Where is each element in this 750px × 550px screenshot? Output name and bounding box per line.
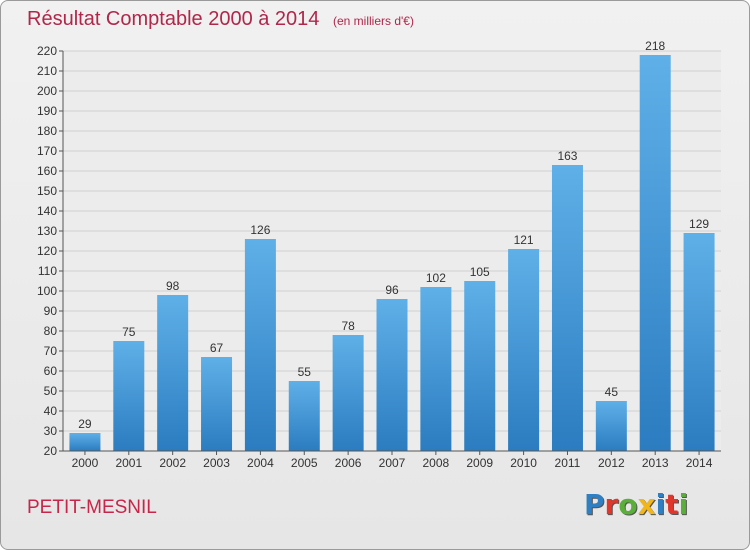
x-tick-label: 2011 <box>555 456 581 470</box>
bar-2012 <box>595 401 627 451</box>
y-tick-label: 80 <box>44 324 58 338</box>
x-tick-label: 2014 <box>686 456 713 470</box>
y-tick-label: 130 <box>37 224 57 238</box>
logo-letter: i <box>655 488 666 521</box>
logo-letter: o <box>618 488 638 521</box>
x-tick-label: 2000 <box>72 456 99 470</box>
data-label: 78 <box>341 319 355 333</box>
bar-2014 <box>683 233 715 451</box>
data-label: 55 <box>298 365 312 379</box>
x-tick-label: 2013 <box>642 456 669 470</box>
proxiti-logo[interactable]: Proxiti <box>584 488 688 521</box>
data-label: 102 <box>426 271 446 285</box>
y-tick-label: 220 <box>37 44 57 58</box>
x-tick-label: 2012 <box>598 456 625 470</box>
y-tick-label: 70 <box>44 344 58 358</box>
bar-2003 <box>201 357 233 451</box>
data-label: 218 <box>645 39 665 53</box>
bar-2013 <box>639 55 671 451</box>
data-label: 121 <box>514 233 534 247</box>
x-axis: 2000 2001 2002 2003 2004 2005 2006 2007 2008 2009… <box>63 450 721 470</box>
x-tick-label: 2009 <box>466 456 493 470</box>
data-label: 75 <box>122 325 136 339</box>
y-tick-label: 40 <box>44 404 58 418</box>
y-tick-label: 190 <box>37 104 57 118</box>
x-tick-label: 2007 <box>379 456 406 470</box>
y-tick-label: 20 <box>44 444 58 458</box>
y-tick-label: 200 <box>37 84 57 98</box>
subtitle-text: (en milliers d'€) <box>332 14 414 28</box>
logo-letter: P <box>584 488 605 521</box>
logo-letter: i <box>678 488 689 521</box>
commune-name: PETIT-MESNIL <box>27 497 157 518</box>
logo-letter: t <box>665 488 679 521</box>
x-tick-label: 2002 <box>159 456 186 470</box>
data-label: 98 <box>166 279 180 293</box>
x-tick-label: 2003 <box>203 456 230 470</box>
y-tick-label: 160 <box>37 164 57 178</box>
bar-2010 <box>508 249 540 451</box>
bar-2008 <box>420 287 452 451</box>
bar-2006 <box>332 335 364 451</box>
y-axis: 20 30 40 50 60 70 80 90 100 110 120 130 140 150 160 170… <box>37 44 64 458</box>
chart-title: Résultat Comptable 2000 à 2014 (en milli… <box>27 8 414 31</box>
bar-2001 <box>113 341 145 451</box>
x-tick-label: 2010 <box>510 456 537 470</box>
data-label: 96 <box>385 283 399 297</box>
bar-2005 <box>288 381 320 451</box>
y-tick-label: 60 <box>44 364 58 378</box>
data-label: 29 <box>78 417 92 431</box>
y-tick-label: 100 <box>37 284 57 298</box>
x-tick-label: 2001 <box>115 456 142 470</box>
bar-2002 <box>157 295 189 451</box>
data-label: 45 <box>605 385 619 399</box>
y-tick-label: 110 <box>38 264 57 278</box>
data-label: 129 <box>689 217 709 231</box>
bar-2000 <box>69 433 101 451</box>
y-tick-label: 170 <box>37 144 57 158</box>
logo-letter: r <box>604 488 619 521</box>
y-tick-label: 210 <box>37 64 57 78</box>
data-label: 67 <box>210 341 224 355</box>
y-tick-label: 30 <box>44 424 58 438</box>
y-tick-label: 140 <box>37 204 57 218</box>
y-tick-label: 180 <box>37 124 57 138</box>
x-tick-label: 2004 <box>247 456 274 470</box>
y-tick-label: 120 <box>37 244 57 258</box>
y-tick-label: 150 <box>37 184 57 198</box>
x-tick-label: 2008 <box>423 456 450 470</box>
bar-2007 <box>376 299 408 451</box>
bars: 29 75 98 67 126 55 78 96 102 105 121 163 45 218 129 <box>69 39 715 451</box>
data-label: 163 <box>557 149 577 163</box>
title-text: Résultat Comptable 2000 à 2014 <box>27 8 320 30</box>
bar-2009 <box>464 281 496 451</box>
data-label: 105 <box>470 265 490 279</box>
bar-2004 <box>244 239 276 451</box>
logo-letter: x <box>637 488 656 521</box>
y-tick-label: 50 <box>44 384 58 398</box>
bar-2011 <box>551 165 583 451</box>
y-tick-label: 90 <box>44 304 58 318</box>
data-label: 126 <box>250 223 270 237</box>
x-tick-label: 2006 <box>335 456 362 470</box>
x-tick-label: 2005 <box>291 456 318 470</box>
